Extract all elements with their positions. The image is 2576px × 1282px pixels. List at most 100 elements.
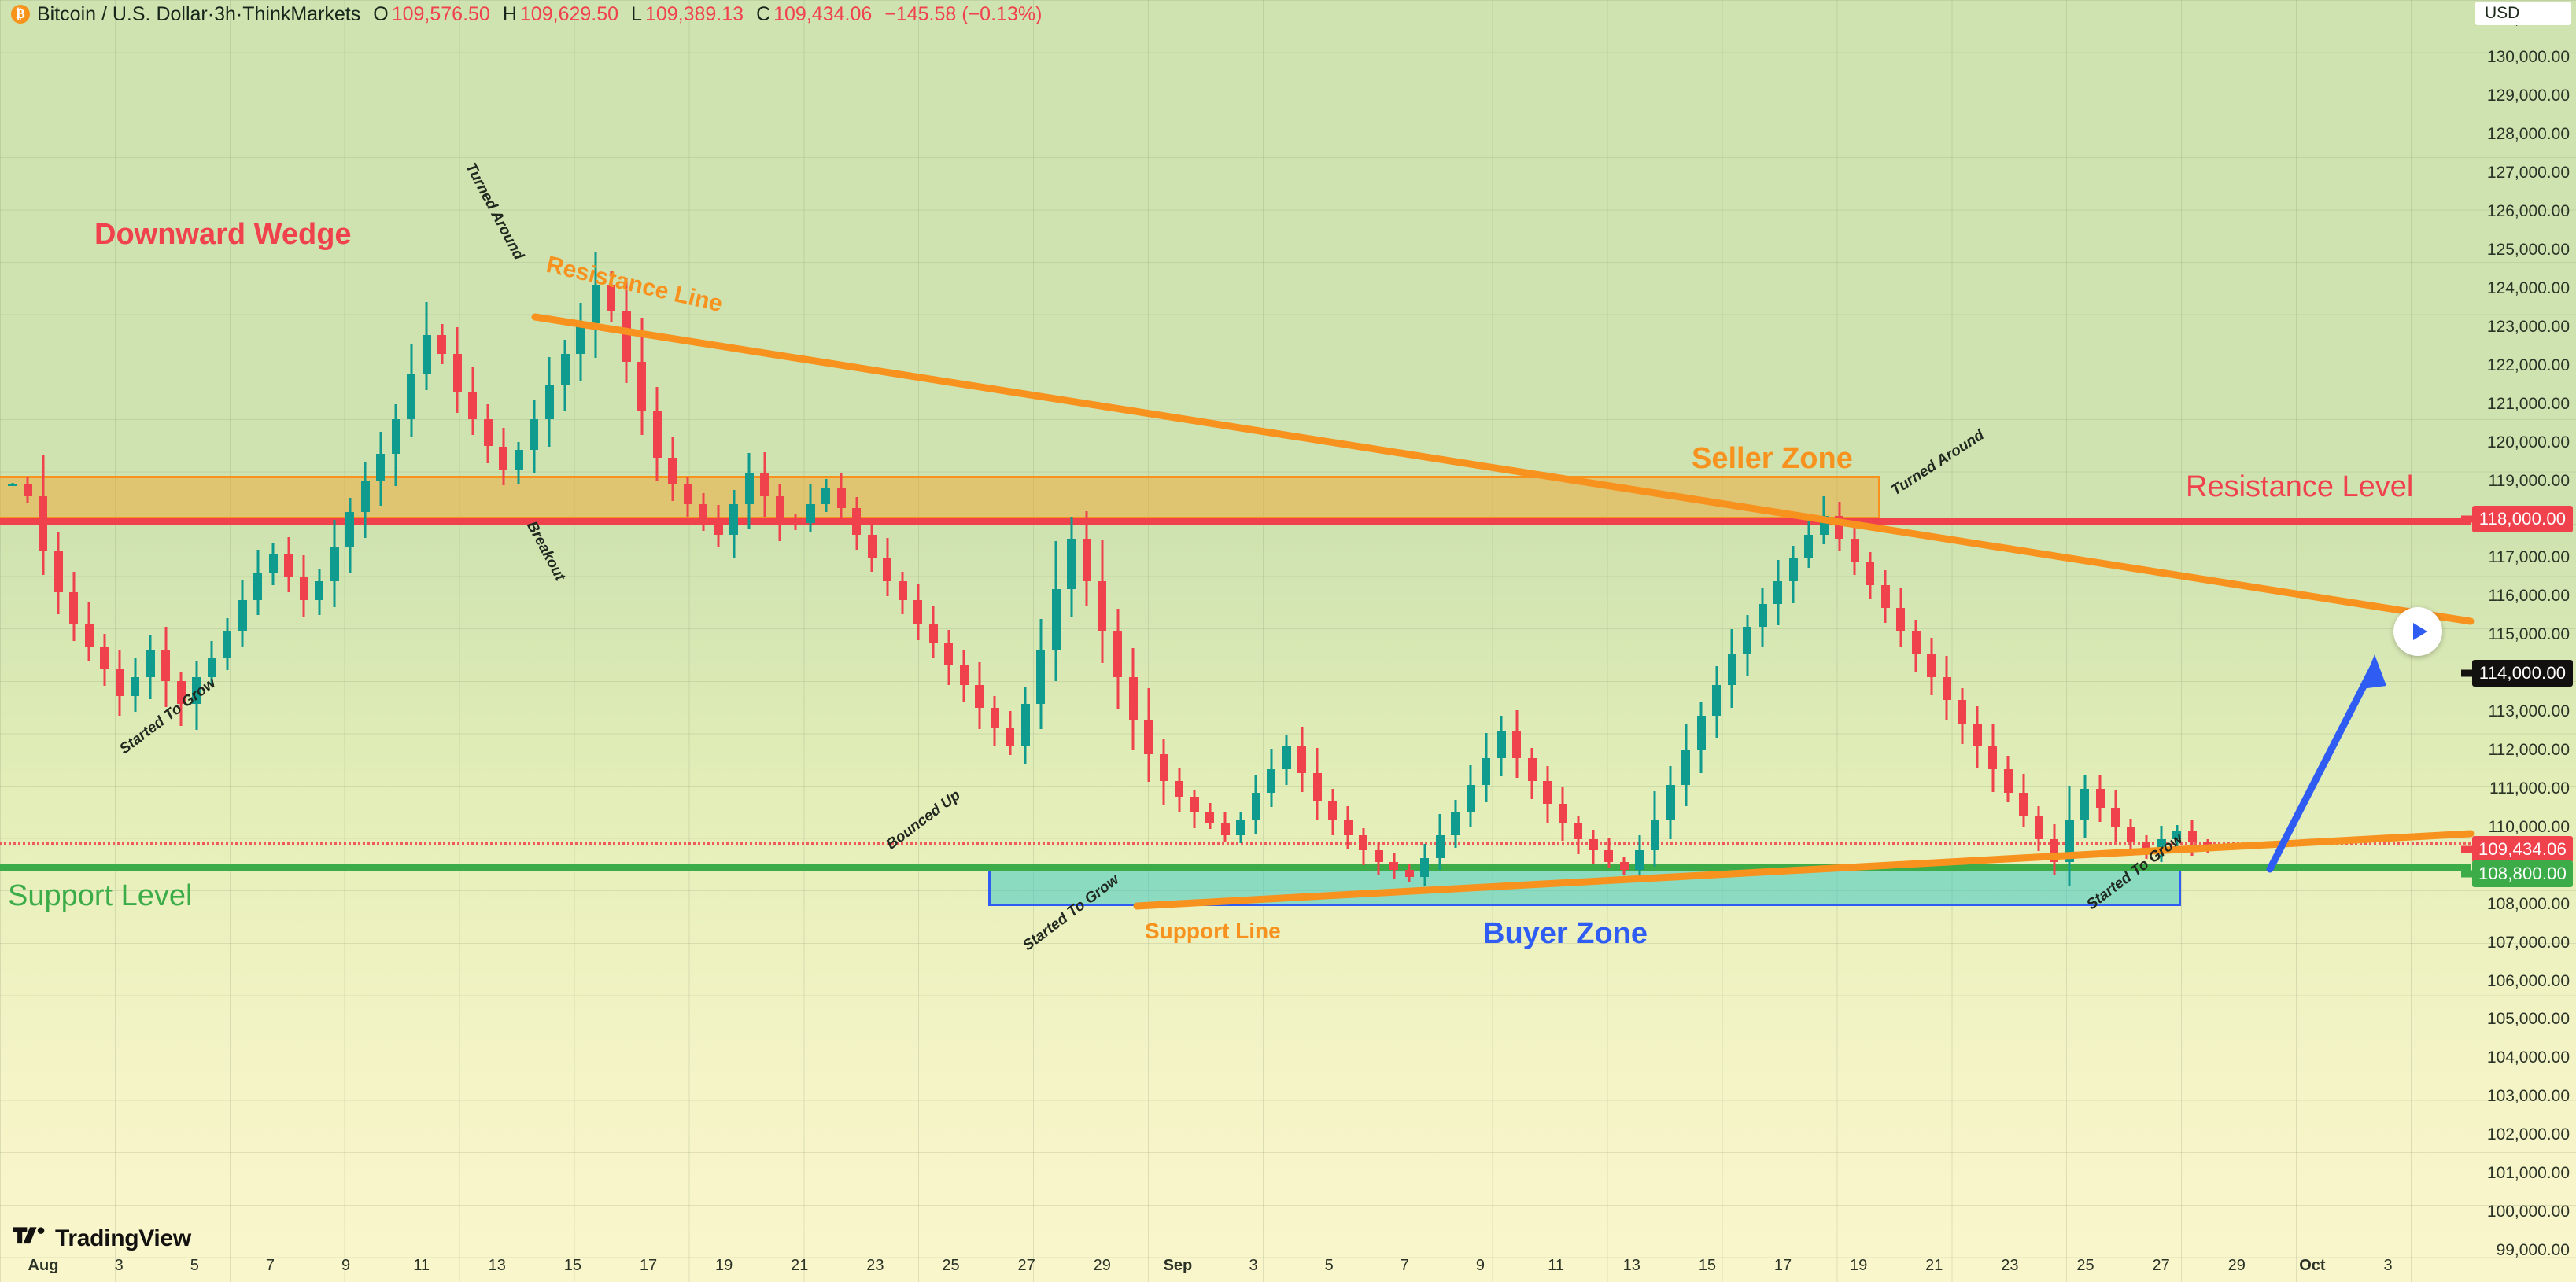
candlestick xyxy=(1973,705,1982,768)
candlestick xyxy=(883,538,892,596)
candlestick xyxy=(1374,842,1383,875)
candlestick xyxy=(1113,608,1122,709)
candlestick xyxy=(1144,687,1153,782)
time-tick-label: 3 xyxy=(1249,1257,1258,1274)
candle-body xyxy=(2111,808,2120,827)
candlestick xyxy=(39,455,48,576)
resistance-level-line[interactable] xyxy=(0,518,2471,525)
candlestick xyxy=(975,662,984,730)
candle-body xyxy=(1804,535,1814,558)
target-price-badge[interactable]: 114,000.00 xyxy=(2472,660,2573,687)
candle-body xyxy=(483,419,493,447)
candle-body xyxy=(1389,861,1399,870)
candlestick xyxy=(1574,815,1583,855)
price-tick-label: 110,000.00 xyxy=(2488,817,2570,836)
candle-body xyxy=(1773,580,1783,605)
support-price-badge[interactable]: 108,800.00 xyxy=(2472,860,2573,887)
time-tick-label: 5 xyxy=(1324,1257,1334,1274)
candlestick xyxy=(1159,739,1168,805)
candlestick xyxy=(2095,775,2105,822)
candle-body xyxy=(69,592,79,624)
candlestick xyxy=(1927,638,1936,696)
time-tick-label: 13 xyxy=(488,1257,506,1274)
candle-body xyxy=(2034,816,2043,839)
candlestick xyxy=(284,536,293,592)
time-axis[interactable]: Aug 3 5 7 9 11 13 15 17 19 21 23 25 27 29 Sep 3 5 7 9 11 13 15… xyxy=(0,1251,2471,1282)
candle-body xyxy=(775,496,784,520)
time-tick-label: 11 xyxy=(413,1257,430,1274)
resistance-price-badge[interactable]: 118,000.00 xyxy=(2472,506,2573,533)
interval-label[interactable]: 3h xyxy=(214,2,236,25)
candle-body xyxy=(376,454,386,481)
candle-body xyxy=(959,665,969,685)
price-tick-label: 107,000.00 xyxy=(2486,933,2570,952)
candle-body xyxy=(2065,820,2074,862)
candlestick xyxy=(23,476,32,503)
exchange-label[interactable]: ThinkMarkets xyxy=(242,2,361,25)
time-tick-label: 17 xyxy=(1773,1257,1792,1274)
candlestick xyxy=(1466,765,1475,828)
candle-body xyxy=(1328,800,1338,820)
candlestick xyxy=(714,505,723,547)
current-price-badge[interactable]: 109,434.06 xyxy=(2472,835,2573,863)
tradingview-logo: TradingView xyxy=(13,1225,191,1252)
candlestick xyxy=(1866,551,1875,599)
ohlc-high-label: H xyxy=(502,2,517,25)
seller-zone-rectangle[interactable] xyxy=(0,476,1880,519)
candlestick xyxy=(1911,620,1921,672)
price-tick-label: 117,000.00 xyxy=(2488,548,2570,567)
candle-body xyxy=(1006,727,1015,747)
candlestick xyxy=(1190,789,1199,828)
candlestick xyxy=(8,483,17,487)
candle-body xyxy=(836,488,846,508)
candlestick xyxy=(376,431,386,506)
price-tick-label: 100,000.00 xyxy=(2486,1203,2570,1221)
price-tick-label: 127,000.00 xyxy=(2486,164,2570,182)
candle-body xyxy=(1681,750,1690,785)
candle-body xyxy=(284,554,293,577)
candle-body xyxy=(146,650,155,678)
candle-body xyxy=(1251,792,1260,820)
price-tick-label: 130,000.00 xyxy=(2486,48,2570,67)
candlestick xyxy=(1773,559,1783,626)
price-tick-label: 123,000.00 xyxy=(2486,317,2570,336)
support-level-line[interactable] xyxy=(0,864,2471,871)
candle-body xyxy=(391,419,400,455)
candle-body xyxy=(1267,769,1276,793)
candlestick xyxy=(1236,812,1246,844)
projection-arrow-shaft[interactable] xyxy=(2266,661,2379,873)
candle-body xyxy=(23,484,32,497)
candlestick xyxy=(1527,748,1537,800)
candle-body xyxy=(806,503,815,524)
candlestick xyxy=(360,462,370,538)
candlestick xyxy=(1681,724,1690,807)
candle-body xyxy=(1435,834,1445,858)
chart-plot-area[interactable]: Downward Wedge Seller Zone Resistance Le… xyxy=(0,0,2475,1251)
symbol-name[interactable]: Bitcoin / U.S. Dollar xyxy=(37,2,208,25)
currency-label[interactable]: USD xyxy=(2475,2,2571,25)
candlestick xyxy=(422,302,431,390)
candle-body xyxy=(452,354,462,392)
candlestick xyxy=(1067,517,1076,617)
price-tick-label: 126,000.00 xyxy=(2486,202,2570,221)
price-tick-label: 112,000.00 xyxy=(2488,741,2570,759)
replay-play-button[interactable] xyxy=(2393,607,2442,656)
candlestick xyxy=(744,452,754,529)
candle-body xyxy=(821,488,831,504)
candle-body xyxy=(39,496,48,551)
candlestick xyxy=(2172,825,2182,849)
candle-body xyxy=(330,546,339,581)
price-axis[interactable]: USD 131,000.00130,000.00129,000.00128,00… xyxy=(2461,0,2576,1282)
resistance-trendline[interactable] xyxy=(531,313,2475,625)
candle-body xyxy=(2080,788,2090,820)
candle-body xyxy=(2019,792,2028,816)
candle-body xyxy=(852,507,862,535)
candle-body xyxy=(1512,731,1522,758)
candle-body xyxy=(1927,654,1936,678)
tradingview-mark-icon xyxy=(13,1227,45,1244)
candlestick xyxy=(514,441,523,484)
support-trendline[interactable] xyxy=(1133,830,2475,910)
candle-body xyxy=(699,503,708,520)
candlestick xyxy=(1604,838,1614,868)
